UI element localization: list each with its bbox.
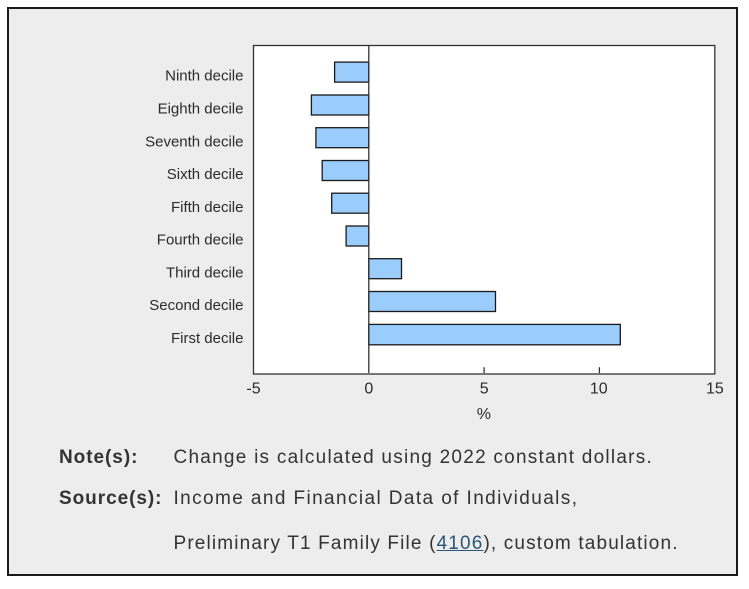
svg-text:First decile: First decile — [171, 330, 244, 347]
svg-text:Second decile: Second decile — [149, 297, 243, 314]
svg-text:Fourth decile: Fourth decile — [157, 232, 244, 249]
svg-text:%: % — [477, 406, 491, 423]
svg-text:10: 10 — [590, 381, 608, 398]
svg-text:5: 5 — [480, 381, 489, 398]
svg-text:Ninth decile: Ninth decile — [165, 68, 243, 85]
svg-text:Third decile: Third decile — [166, 264, 244, 281]
svg-text:Eighth decile: Eighth decile — [158, 101, 244, 118]
svg-text:Seventh decile: Seventh decile — [145, 133, 243, 150]
svg-text:Fifth decile: Fifth decile — [171, 199, 244, 216]
svg-text:-5: -5 — [246, 381, 260, 398]
svg-text:15: 15 — [706, 381, 724, 398]
svg-text:0: 0 — [364, 381, 373, 398]
svg-text:Sixth decile: Sixth decile — [167, 166, 244, 183]
